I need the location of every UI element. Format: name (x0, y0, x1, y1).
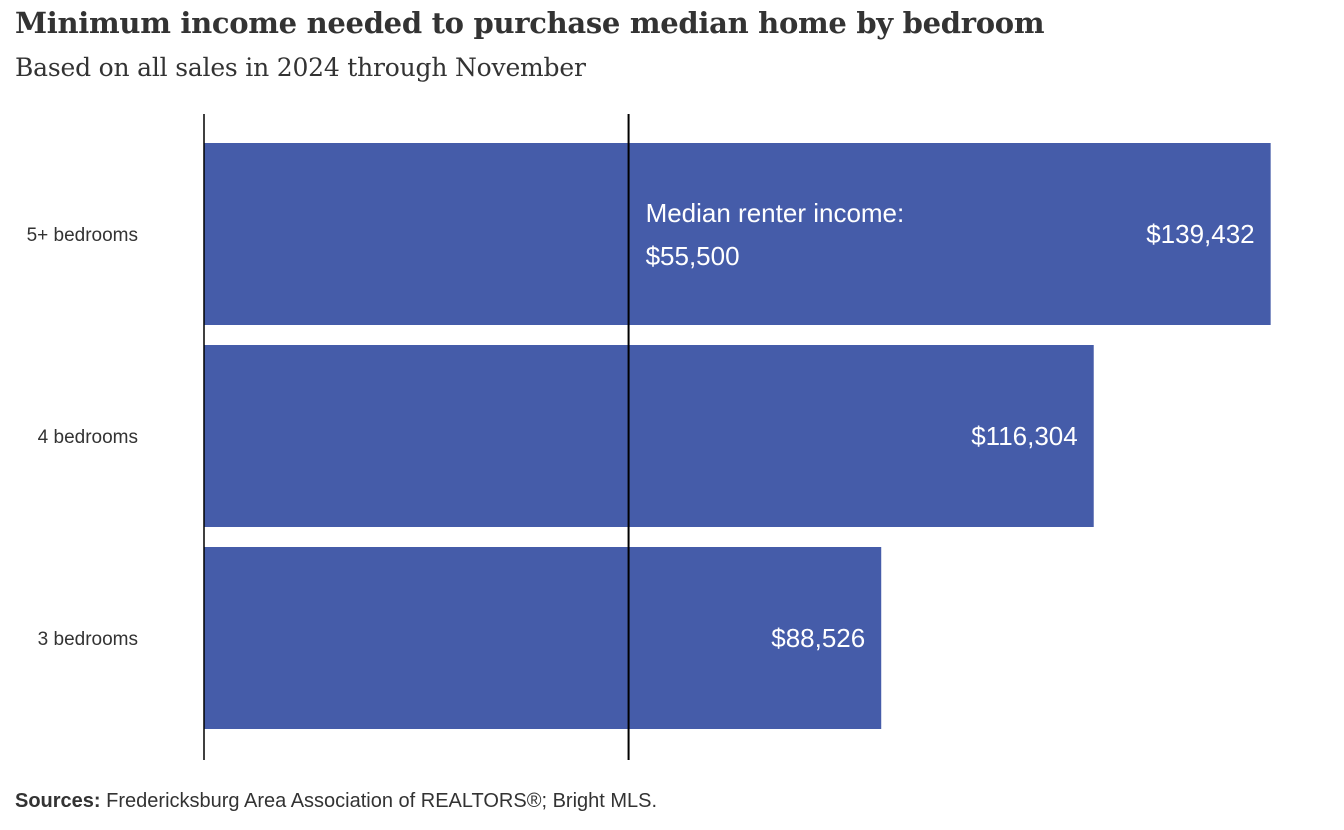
value-label-3: $88,526 (771, 623, 865, 653)
category-label-2: 4 bedrooms (38, 427, 138, 448)
reference-line-value: $55,500 (646, 241, 740, 271)
value-label-2: $116,304 (971, 421, 1078, 451)
bar-3 (204, 547, 882, 729)
sources-note: Sources: Fredericksburg Area Association… (15, 790, 657, 813)
chart-title: Minimum income needed to purchase median… (15, 6, 1045, 40)
value-label-1: $139,432 (1146, 219, 1254, 249)
chart-subtitle: Based on all sales in 2024 through Novem… (15, 53, 586, 82)
category-label-3: 3 bedrooms (38, 629, 138, 650)
sources-label: Sources: (15, 790, 101, 812)
category-label-1: 5+ bedrooms (27, 225, 138, 246)
bar-1 (204, 143, 1271, 325)
reference-line-label: Median renter income: (646, 198, 905, 228)
sources-text: Fredericksburg Area Association of REALT… (106, 790, 658, 812)
bar-2 (204, 345, 1094, 527)
